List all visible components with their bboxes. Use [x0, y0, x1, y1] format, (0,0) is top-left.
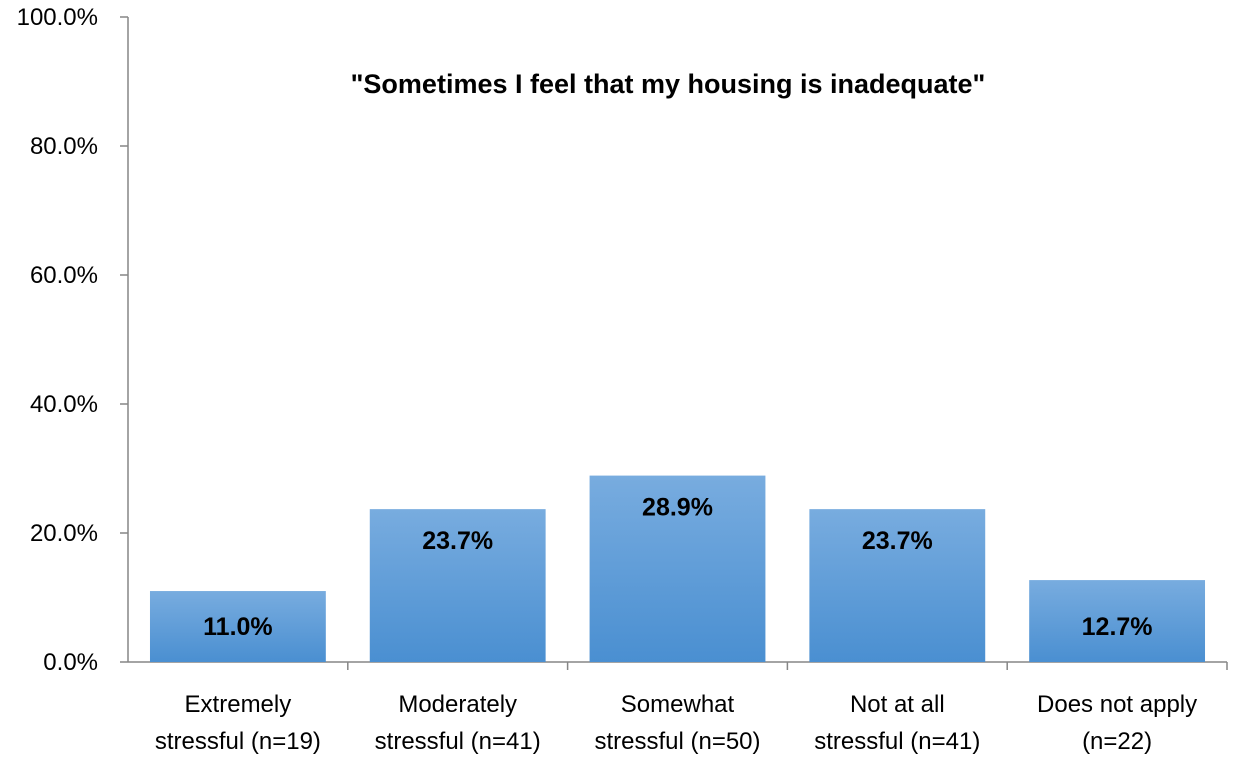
bar	[369, 509, 546, 662]
x-category-label: Does not apply	[1037, 691, 1197, 718]
x-category-label: stressful (n=41)	[375, 728, 541, 755]
data-label: 28.9%	[642, 494, 713, 522]
bar	[589, 475, 766, 662]
data-label: 23.7%	[422, 527, 493, 555]
x-category-label: Extremely	[185, 691, 292, 718]
y-tick-label: 80.0%	[30, 133, 98, 160]
x-category-label: Moderately	[398, 691, 517, 718]
x-category-label: stressful (n=19)	[155, 728, 321, 755]
y-tick-label: 100.0%	[17, 4, 98, 31]
data-label: 23.7%	[862, 527, 933, 555]
x-category-label: stressful (n=50)	[594, 728, 760, 755]
x-category-label: (n=22)	[1082, 728, 1152, 755]
y-tick-label: 60.0%	[30, 262, 98, 289]
x-category-label: Somewhat	[621, 691, 735, 718]
y-tick-label: 40.0%	[30, 391, 98, 418]
chart-title: "Sometimes I feel that my housing is ina…	[351, 69, 986, 99]
data-label: 12.7%	[1082, 613, 1153, 641]
axes: 0.0% 20.0% 40.0% 60.0% 80.0% 100.0%	[17, 4, 1228, 676]
y-tick-label: 20.0%	[30, 520, 98, 547]
x-category-label: stressful (n=41)	[814, 728, 980, 755]
labels: 11.0% Extremely stressful (n=19) 23.7% Moder…	[155, 494, 1197, 755]
bar	[809, 509, 986, 662]
y-tick-label: 0.0%	[43, 649, 98, 676]
bars	[149, 475, 1206, 662]
bar	[1029, 580, 1206, 662]
data-label: 11.0%	[203, 613, 273, 641]
bar	[149, 591, 326, 662]
x-category-label: Not at all	[850, 691, 945, 718]
